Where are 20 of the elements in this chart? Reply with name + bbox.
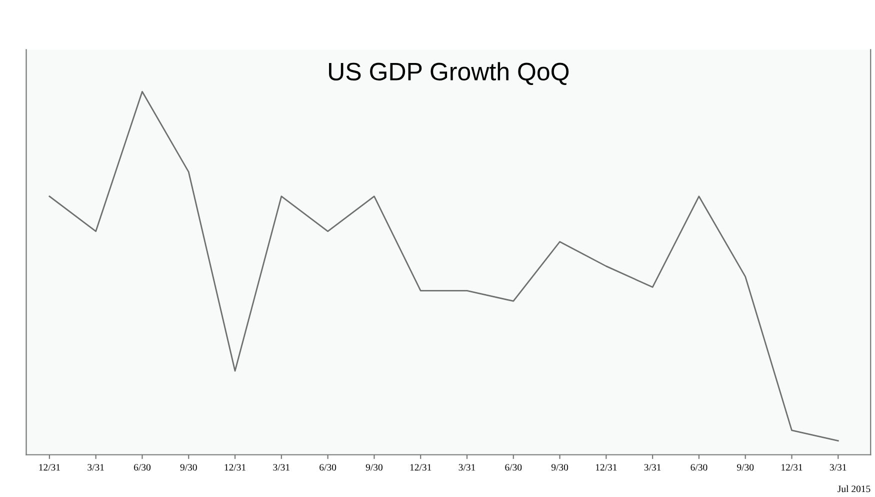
x-tick-label: 6/30 (134, 464, 151, 471)
x-tick-label: 9/30 (737, 464, 754, 471)
x-tick-label: 9/30 (551, 464, 568, 471)
x-tick-label: 12/31 (782, 464, 802, 471)
x-tick-label: 12/31 (410, 464, 432, 471)
x-tick-label: 12/31 (596, 464, 617, 471)
x-tick-label: 6/30 (690, 464, 708, 471)
x-tick-label: 12/31 (39, 464, 60, 471)
x-tick-label: 9/30 (180, 464, 197, 471)
x-tick-label: 3/31 (458, 464, 476, 471)
x-tick-label: 3/31 (88, 464, 104, 471)
x-tick-label: 6/30 (320, 464, 336, 471)
text: Jul 2015 (838, 485, 870, 492)
chart-title: US GDP Growth QoQ (329, 62, 569, 85)
x-tick-label: 3/31 (273, 464, 290, 471)
x-tick-label: 3/31 (830, 464, 846, 471)
x-tick-label: 6/30 (505, 464, 522, 471)
x-tick-label: 3/31 (644, 464, 661, 471)
x-tick-label: 12/31 (224, 464, 246, 471)
x-tick-label: 9/30 (366, 464, 382, 471)
